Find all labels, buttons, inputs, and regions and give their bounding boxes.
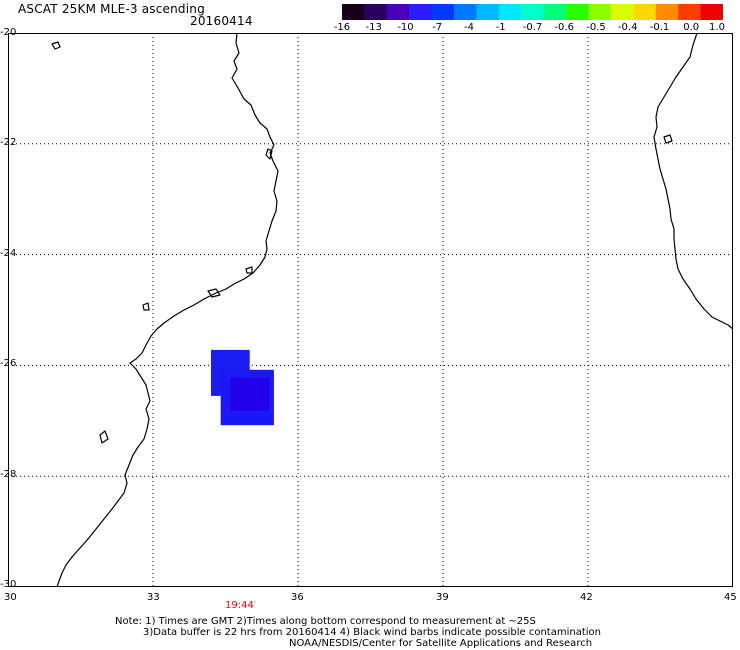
scatterometer-cells — [211, 349, 274, 426]
colorbar — [342, 4, 724, 20]
footnote-line-3: NOAA/NESDIS/Center for Satellite Applica… — [289, 638, 593, 649]
pass-time-marker: 19:44 — [225, 600, 254, 611]
colorbar-swatch — [633, 4, 657, 20]
product-title: ASCAT 25KM MLE-3 ascending — [18, 2, 205, 16]
colorbar-swatch — [364, 4, 388, 20]
colorbar-swatch — [342, 4, 366, 20]
coastline-madagascar — [653, 33, 733, 330]
lon-tick-label: 39 — [436, 592, 449, 603]
coastline-islet — [245, 266, 253, 274]
footnote-line-2: 3)Data buffer is 22 hrs from 20160414 4)… — [143, 627, 601, 638]
colorbar-label: -0.6 — [554, 22, 574, 33]
map-plot-area — [8, 33, 733, 587]
lon-tick-label: 30 — [4, 592, 17, 603]
colorbar-swatch — [521, 4, 545, 20]
colorbar-swatch — [498, 4, 522, 20]
colorbar-label: -0.7 — [522, 22, 543, 33]
lon-tick-label: 36 — [291, 592, 304, 603]
colorbar-label: -7 — [432, 22, 443, 33]
colorbar-label: -0.5 — [586, 22, 606, 33]
colorbar-swatch — [431, 4, 455, 20]
coastline-islet — [51, 41, 61, 50]
colorbar-label: -4 — [464, 22, 474, 33]
colorbar-swatch — [655, 4, 679, 20]
lon-tick-label: 42 — [580, 592, 593, 603]
colorbar-swatch — [610, 4, 634, 20]
colorbar-label: -13 — [365, 22, 382, 33]
coastline-islet — [663, 134, 673, 144]
map-canvas — [8, 33, 733, 587]
colorbar-swatch — [678, 4, 702, 20]
colorbar-swatch — [566, 4, 590, 20]
footnote-line-1: Note: 1) Times are GMT 2)Times along bot… — [115, 616, 536, 627]
lat-tick-label: -20 — [0, 27, 17, 38]
colorbar-label: -16 — [333, 22, 351, 33]
coastline-islet — [142, 302, 150, 311]
colorbar-label: 1.0 — [709, 22, 725, 33]
colorbar-swatch — [700, 4, 724, 20]
wind-cell — [230, 377, 269, 411]
product-date: 20160414 — [190, 14, 253, 28]
colorbar-swatch — [454, 4, 478, 20]
map-frame — [8, 33, 733, 587]
colorbar-label: -0.4 — [617, 22, 638, 33]
coastline-bay — [99, 430, 109, 444]
coastline-bay — [207, 288, 221, 298]
colorbar-swatch — [543, 4, 567, 20]
colorbar-swatch — [409, 4, 433, 20]
coastline-bay — [265, 148, 273, 160]
colorbar-label: -10 — [397, 22, 414, 33]
lon-tick-label: 33 — [147, 592, 160, 603]
colorbar-label: -0.1 — [649, 22, 670, 33]
colorbar-swatch — [588, 4, 612, 20]
colorbar-swatch — [386, 4, 410, 20]
colorbar-label: -1 — [495, 22, 506, 33]
coastline-mozambique — [56, 33, 279, 587]
graticule — [8, 33, 733, 587]
colorbar-swatch — [476, 4, 500, 20]
colorbar-label: 0.0 — [683, 22, 700, 33]
colorbar-labels: -16 -13 -10 -7 -4 -1 -0.7 -0.6 -0.5 -0.4… — [334, 22, 725, 36]
colorbar-gradient — [342, 4, 724, 20]
lon-tick-label: 45 — [724, 592, 737, 603]
